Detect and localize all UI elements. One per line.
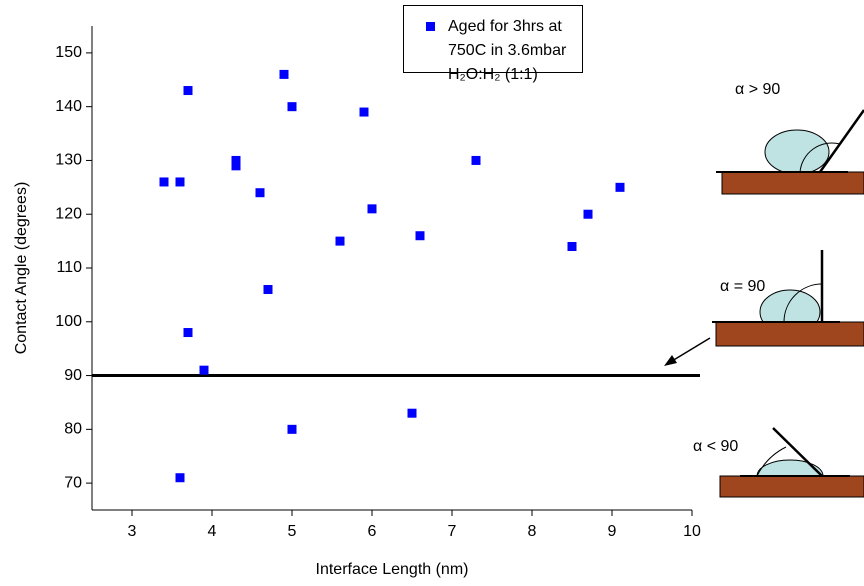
y-tick-label: 90: [64, 367, 82, 384]
x-tick-label: 6: [368, 523, 377, 540]
point: [159, 177, 169, 187]
y-tick-label: 120: [55, 205, 82, 222]
point: [567, 241, 577, 251]
y-axis-title: Contact Angle (degrees): [13, 182, 30, 355]
annotation: α < 90: [693, 438, 738, 455]
point: [407, 408, 417, 418]
point: [199, 365, 209, 375]
legend-label: Aged for 3hrs at 750C in 3.6mbar H₂O:H₂ …: [448, 18, 567, 83]
point: [231, 161, 241, 171]
point: [183, 86, 193, 96]
annotation: α > 90: [735, 81, 780, 98]
y-tick-label: 110: [56, 259, 82, 276]
x-tick-label: 3: [128, 523, 137, 540]
legend: Aged for 3hrs at 750C in 3.6mbar H₂O:H₂ …: [403, 5, 583, 83]
y-tick-label: 80: [64, 421, 82, 438]
point: [335, 236, 345, 246]
point: [231, 155, 241, 165]
insets: [664, 109, 864, 498]
x-tick-label: 8: [528, 523, 537, 540]
x-axis-title: Interface Length (nm): [316, 561, 469, 578]
y-tick-label: 140: [55, 98, 82, 115]
y-tick-label: 100: [55, 313, 82, 330]
point: [287, 102, 297, 112]
point: [583, 209, 593, 219]
legend-marker: [426, 22, 435, 31]
point: [359, 107, 369, 117]
point: [183, 328, 193, 338]
y-tick-label: 70: [64, 474, 82, 491]
point: [175, 177, 185, 187]
point: [255, 188, 265, 198]
point: [175, 473, 185, 483]
point: [279, 69, 289, 79]
annotation: α = 90: [720, 278, 765, 295]
y-tick-label: 130: [55, 152, 82, 169]
point: [615, 182, 625, 192]
y-tick-label: 150: [55, 44, 82, 61]
x-tick-label: 4: [208, 523, 217, 540]
point: [415, 231, 425, 241]
point: [287, 424, 297, 434]
point: [263, 285, 273, 295]
x-tick-label: 5: [288, 523, 297, 540]
point: [367, 204, 377, 214]
point: [471, 155, 481, 165]
x-tick-label: 10: [683, 523, 701, 540]
x-tick-label: 7: [448, 523, 457, 540]
x-tick-label: 9: [608, 523, 617, 540]
